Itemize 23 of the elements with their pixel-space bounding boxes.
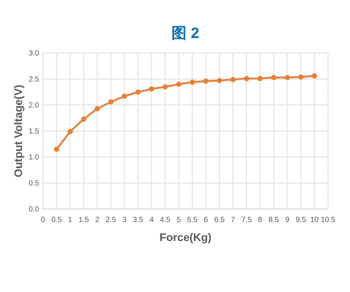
point xyxy=(284,74,290,80)
point xyxy=(68,128,73,134)
point xyxy=(176,82,182,87)
point xyxy=(162,84,168,90)
point xyxy=(244,76,250,82)
point xyxy=(203,78,208,84)
point xyxy=(312,73,318,78)
point xyxy=(148,86,154,92)
point xyxy=(258,76,263,82)
chart-title: 图 2 xyxy=(172,25,200,42)
point xyxy=(81,116,86,122)
point xyxy=(54,146,60,152)
point xyxy=(190,80,195,85)
y-axis-title: Output Voltage(V) xyxy=(13,84,25,178)
point xyxy=(135,89,141,95)
point xyxy=(122,94,128,99)
point xyxy=(230,76,236,82)
point xyxy=(108,99,114,104)
x-axis-title: Force(Kg) xyxy=(160,232,212,244)
point xyxy=(271,74,276,80)
point xyxy=(94,106,100,112)
point xyxy=(216,78,222,84)
point xyxy=(298,74,304,80)
